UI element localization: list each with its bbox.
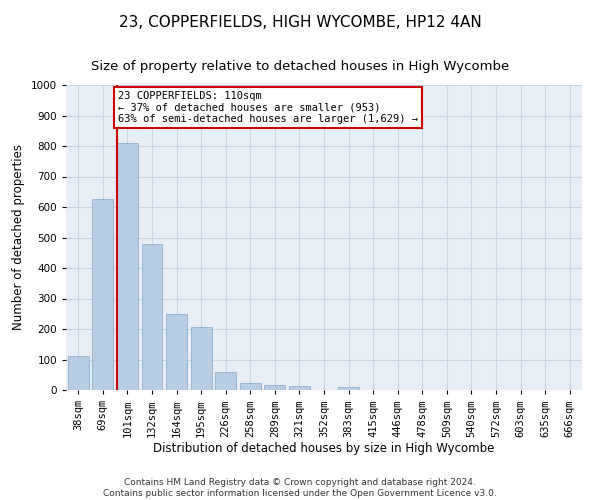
Bar <box>142 244 163 390</box>
Bar <box>215 372 236 390</box>
Bar <box>240 384 261 390</box>
Bar <box>191 328 212 390</box>
Text: 23 COPPERFIELDS: 110sqm
← 37% of detached houses are smaller (953)
63% of semi-d: 23 COPPERFIELDS: 110sqm ← 37% of detache… <box>118 91 418 124</box>
Text: 23, COPPERFIELDS, HIGH WYCOMBE, HP12 4AN: 23, COPPERFIELDS, HIGH WYCOMBE, HP12 4AN <box>119 15 481 30</box>
Text: Size of property relative to detached houses in High Wycombe: Size of property relative to detached ho… <box>91 60 509 73</box>
Bar <box>289 386 310 390</box>
Bar <box>92 200 113 390</box>
Bar <box>117 143 138 390</box>
Bar <box>338 387 359 390</box>
Y-axis label: Number of detached properties: Number of detached properties <box>12 144 25 330</box>
Bar <box>265 384 286 390</box>
Text: Contains HM Land Registry data © Crown copyright and database right 2024.
Contai: Contains HM Land Registry data © Crown c… <box>103 478 497 498</box>
Bar <box>68 356 89 390</box>
Bar <box>166 314 187 390</box>
X-axis label: Distribution of detached houses by size in High Wycombe: Distribution of detached houses by size … <box>154 442 494 455</box>
